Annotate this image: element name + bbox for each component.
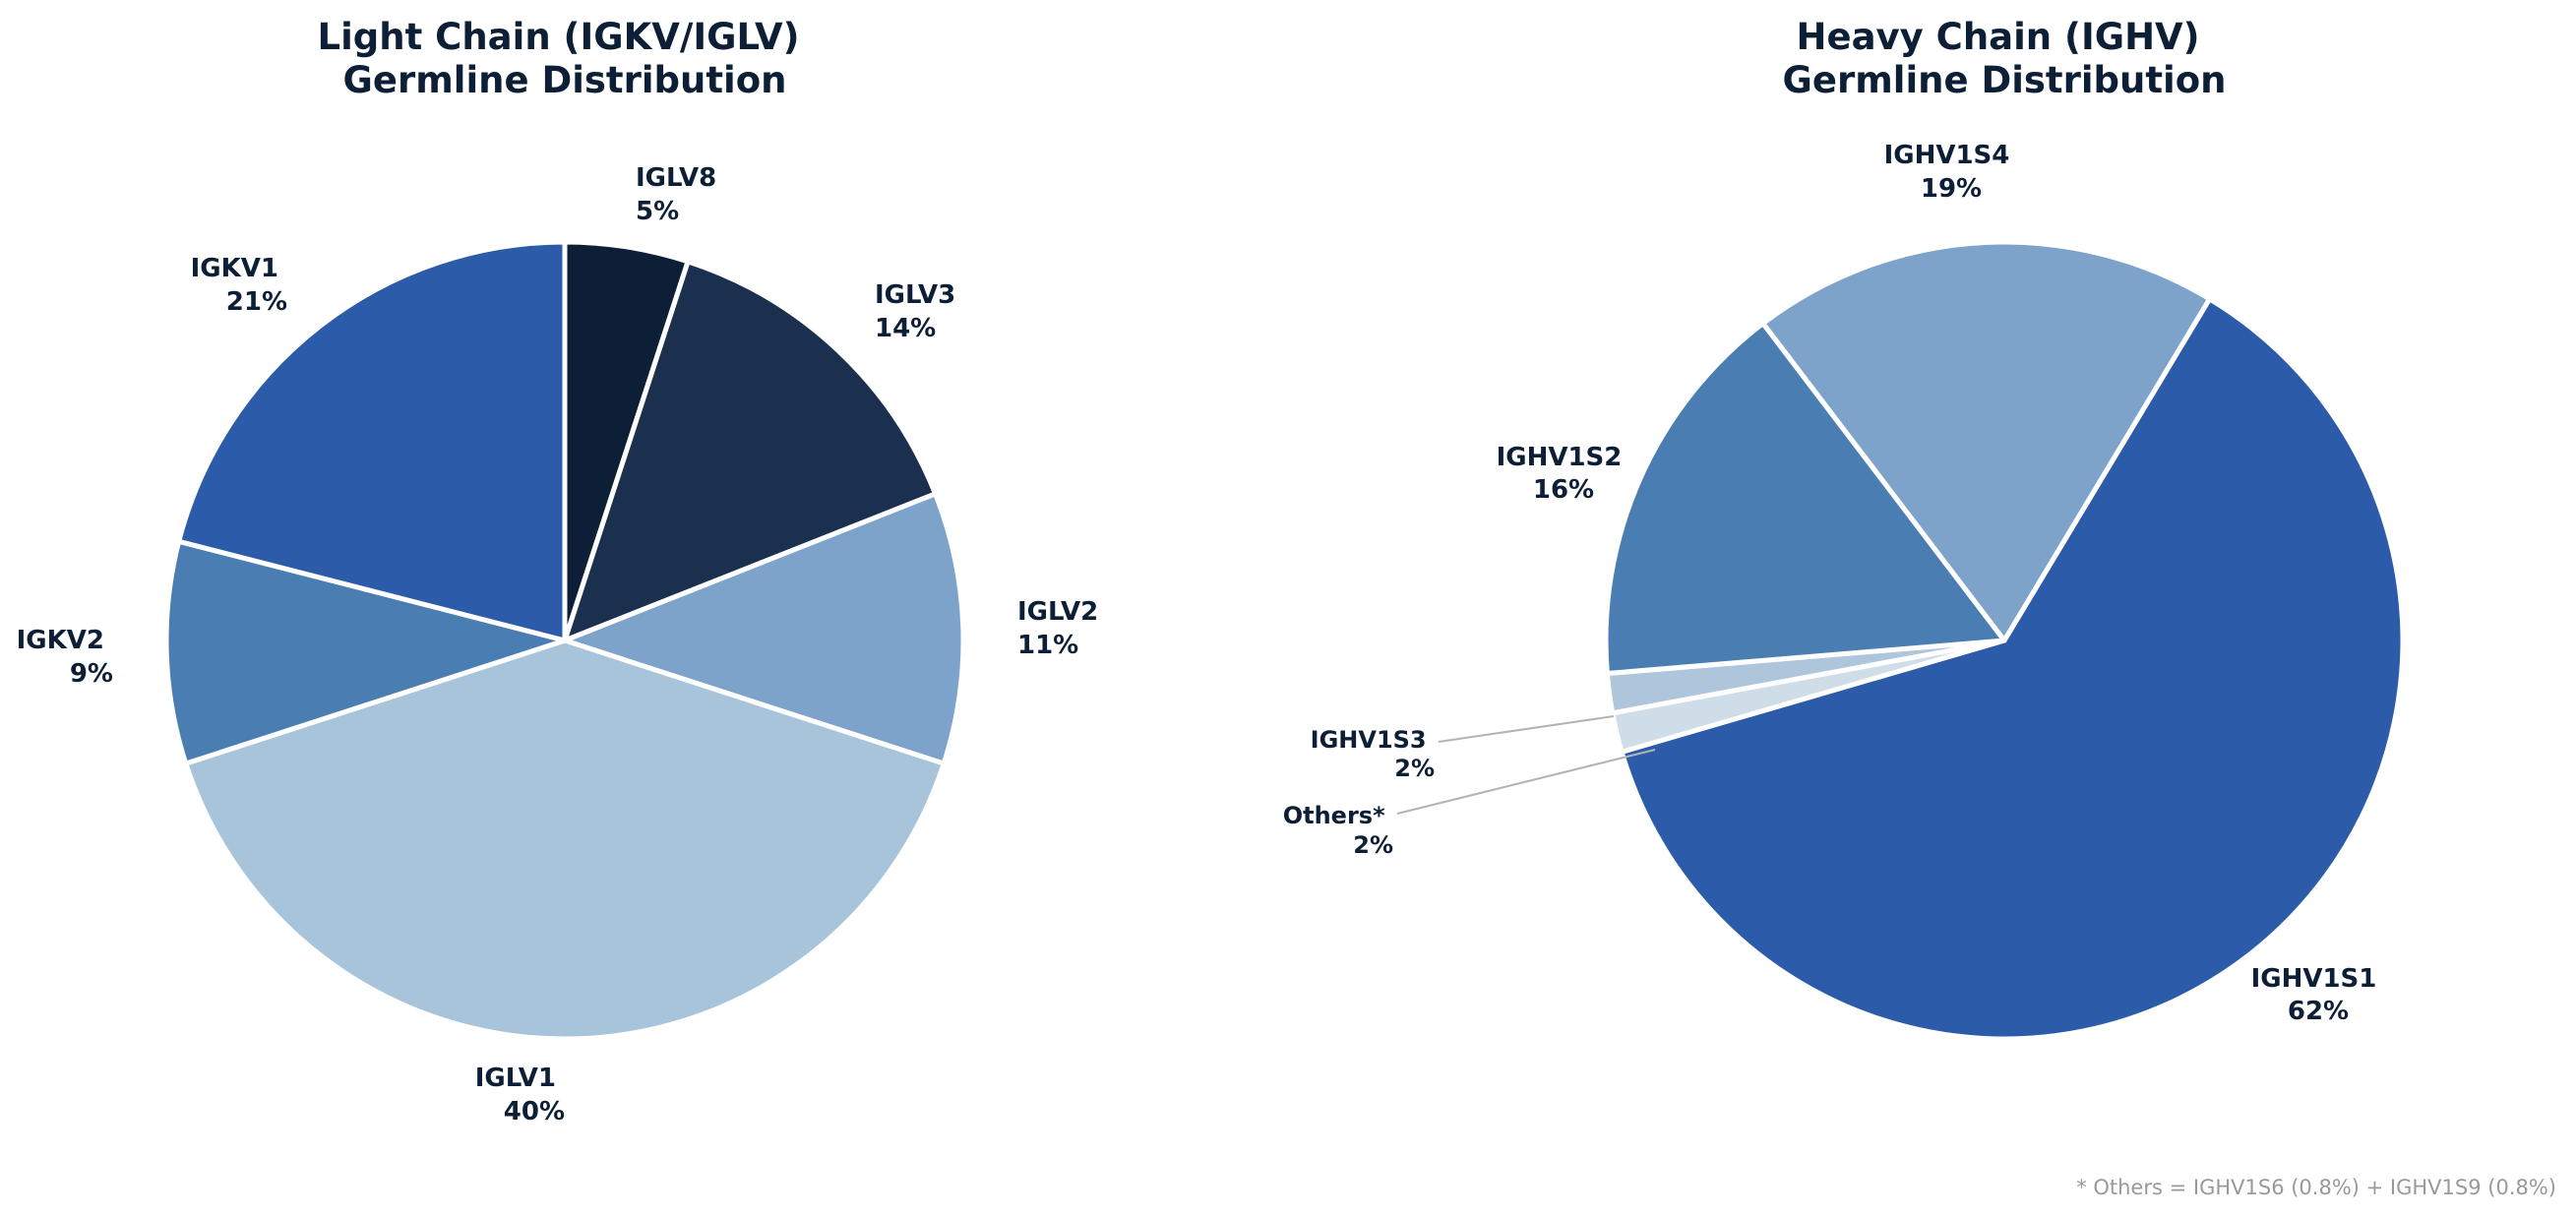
leader-line-ighv1s3 (1438, 715, 1615, 743)
label-iglv8: IGLV8 5% (636, 163, 725, 226)
slice-iglv2 (562, 491, 966, 766)
light-chain-pie-chart: Light Chain (IGKV/IGLV) Germline Distrib… (17, 16, 1107, 1126)
footnote: * Others = IGHV1S6 (0.8%) + IGHV1S9 (0.8… (2076, 1176, 2556, 1199)
label-igkv1: IGKV1 21% (191, 254, 287, 317)
label-igkv2: IGKV2 9% (17, 626, 113, 689)
label-iglv2: IGLV2 11% (1017, 597, 1107, 660)
slice-ighv1s2 (1603, 321, 2007, 677)
label-iglv3: IGLV3 14% (875, 280, 964, 343)
light-chain-title: Light Chain (IGKV/IGLV) Germline Distrib… (318, 16, 813, 101)
leader-line-others (1396, 749, 1656, 815)
heavy-chain-title-line-2: Germline Distribution (1783, 59, 2227, 101)
slice-iglv1 (183, 638, 947, 1042)
label-ighv1s2: IGHV1S2 16% (1497, 443, 1631, 505)
heavy-chain-slices (1603, 239, 2406, 1042)
slice-ighv1s4 (1760, 239, 2213, 643)
heavy-chain-title-line-1: Heavy Chain (IGHV) (1797, 16, 2200, 58)
heavy-chain-leader-lines (1396, 715, 1656, 815)
heavy-chain-labels: IGHV1S1 62% Others* 2% IGHV1S3 2% IGHV1S… (1283, 141, 2386, 1026)
light-chain-slices (163, 239, 966, 1042)
label-others: Others* 2% (1283, 802, 1393, 859)
slice-igkv1 (176, 239, 568, 643)
slice-igkv2 (163, 538, 568, 766)
light-chain-labels: IGLV8 5% IGLV3 14% IGLV2 11% IGLV1 40% I… (17, 163, 1107, 1126)
light-chain-title-line-2: Germline Distribution (343, 59, 787, 101)
slice-ighv1s1 (1619, 296, 2406, 1042)
label-ighv1s3: IGHV1S3 2% (1311, 726, 1435, 782)
light-chain-title-line-1: Light Chain (IGKV/IGLV) (318, 16, 800, 58)
slice-iglv3 (562, 259, 939, 643)
heavy-chain-title: Heavy Chain (IGHV) Germline Distribution (1783, 16, 2227, 101)
label-iglv1: IGLV1 40% (475, 1064, 565, 1126)
heavy-chain-pie-chart: Heavy Chain (IGHV) Germline Distribution… (1283, 16, 2406, 1042)
label-ighv1s4: IGHV1S4 19% (1884, 141, 2019, 204)
label-ighv1s1: IGHV1S1 62% (2251, 964, 2386, 1026)
